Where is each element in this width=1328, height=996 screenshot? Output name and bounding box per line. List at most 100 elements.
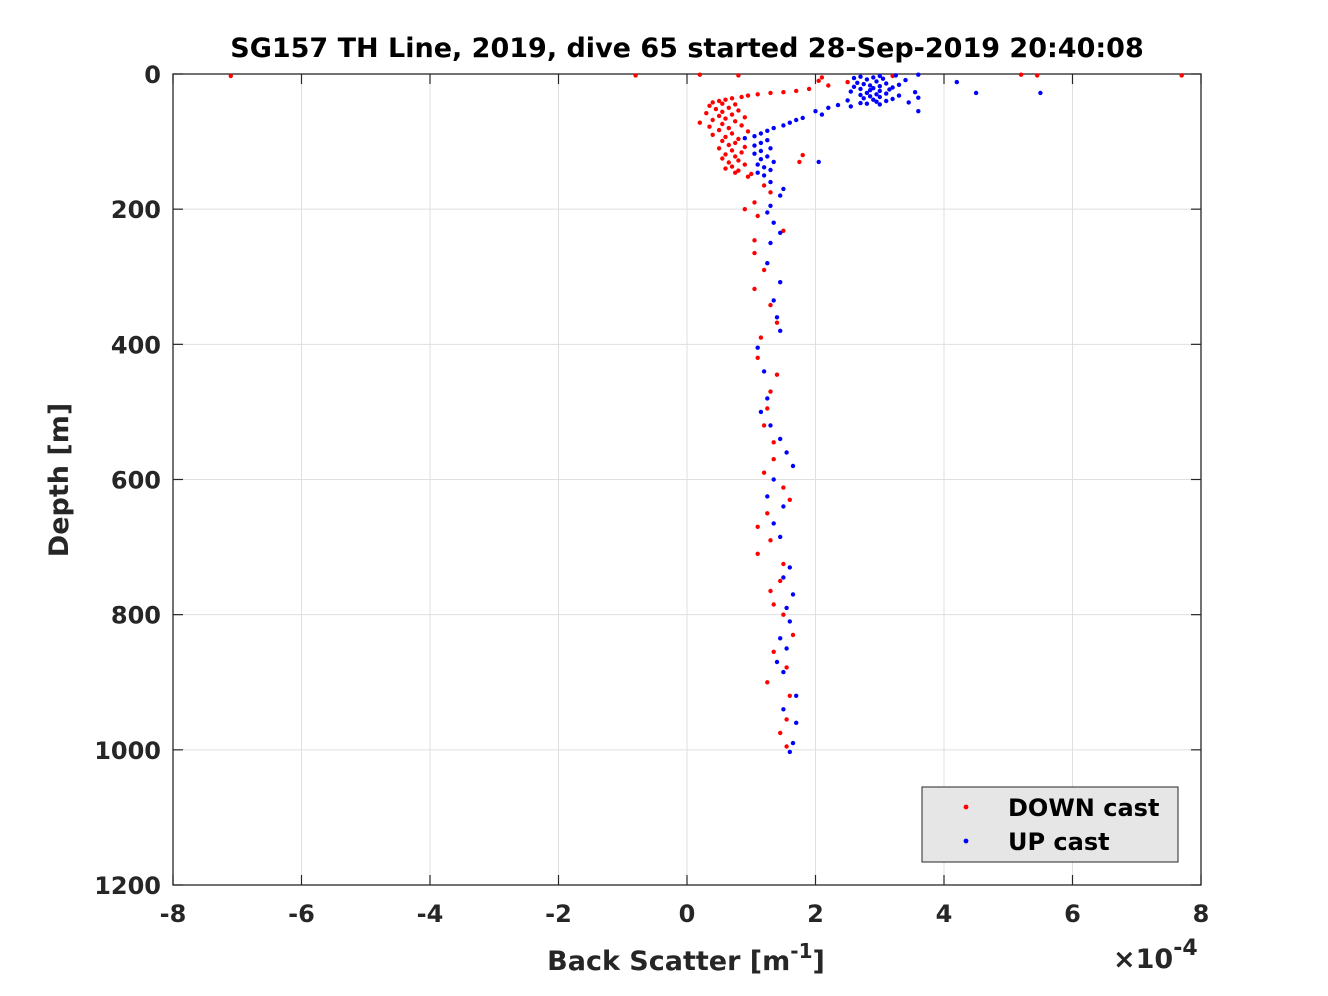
down-cast-point	[745, 174, 751, 179]
down-cast-point	[797, 159, 802, 165]
up-cast-point	[916, 72, 921, 77]
down-cast-point	[765, 406, 770, 411]
down-cast-point	[720, 101, 725, 106]
down-cast-point	[729, 112, 735, 117]
down-cast-point	[723, 166, 728, 171]
down-cast-point	[729, 148, 735, 153]
down-cast-point	[761, 470, 767, 475]
down-cast-point	[771, 602, 776, 607]
down-cast-point	[784, 744, 789, 749]
down-cast-point	[726, 142, 731, 148]
down-cast-point	[761, 183, 767, 188]
up-cast-point	[761, 173, 767, 178]
up-cast-point	[771, 220, 776, 225]
up-cast-point	[742, 136, 747, 141]
up-cast-point	[794, 720, 799, 725]
down-cast-point	[755, 355, 760, 360]
down-cast-point	[729, 164, 735, 169]
up-cast-point	[800, 115, 805, 121]
down-cast-point	[710, 117, 715, 123]
up-cast-point	[787, 749, 792, 755]
x-axis-label-main: Back Scatter [m	[547, 946, 790, 977]
down-cast-point	[778, 730, 783, 736]
up-cast-point	[781, 575, 786, 580]
down-cast-point	[768, 190, 773, 195]
down-cast-point	[745, 93, 751, 98]
x-tick-label: 2	[807, 900, 824, 928]
down-cast-point	[752, 286, 757, 292]
up-cast-point	[884, 81, 889, 86]
down-cast-point	[739, 150, 744, 155]
up-cast-point	[765, 494, 770, 499]
up-cast-point	[916, 109, 921, 114]
up-cast-point	[877, 73, 882, 79]
x-axis-label: Back Scatter [m-1]	[547, 939, 825, 977]
down-cast-point	[749, 171, 754, 177]
up-cast-point	[871, 97, 876, 102]
x-axis-label-superscript: -1	[790, 939, 812, 963]
down-cast-point	[784, 665, 789, 670]
down-cast-point	[845, 79, 850, 85]
up-cast-point	[765, 154, 770, 159]
down-cast-point	[742, 162, 747, 167]
up-cast-point	[752, 143, 757, 148]
up-cast-point	[778, 280, 783, 285]
y-tick-label: 800	[111, 602, 161, 630]
down-cast-point	[752, 238, 757, 243]
down-cast-point	[707, 103, 712, 109]
up-cast-point	[906, 100, 911, 105]
down-cast-point	[716, 146, 722, 151]
down-cast-point	[729, 96, 735, 101]
up-cast-point	[858, 86, 863, 92]
down-cast-point	[781, 612, 786, 617]
up-cast-point	[781, 707, 786, 712]
up-cast-point	[781, 669, 786, 675]
up-cast-series	[742, 72, 1043, 755]
down-cast-point	[733, 102, 738, 107]
x-tick-label: 8	[1193, 900, 1210, 928]
down-cast-point	[716, 98, 722, 104]
down-cast-point	[723, 134, 728, 140]
up-cast-point	[858, 92, 863, 98]
up-cast-point	[877, 102, 882, 107]
down-cast-point	[752, 250, 757, 256]
down-cast-point	[787, 497, 792, 502]
down-cast-point	[755, 551, 760, 556]
down-cast-point	[781, 228, 786, 233]
y-axis-label: Depth [m]	[44, 403, 75, 557]
up-cast-point	[858, 74, 863, 79]
down-cast-point	[720, 138, 725, 144]
down-cast-point	[806, 86, 812, 92]
y-tick-label: 1200	[94, 872, 161, 900]
up-cast-point	[877, 84, 882, 89]
up-cast-point	[771, 477, 776, 482]
up-cast-point	[877, 88, 882, 94]
down-cast-point	[781, 485, 786, 490]
up-cast-point	[903, 77, 908, 83]
plot-frame	[172, 73, 1202, 886]
up-cast-point	[781, 123, 786, 128]
legend: DOWN cast UP cast	[921, 786, 1179, 863]
up-cast-point	[781, 186, 786, 192]
down-cast-point	[800, 152, 805, 158]
down-cast-point	[816, 78, 821, 84]
up-cast-point	[778, 636, 783, 641]
down-cast-point	[765, 680, 770, 685]
down-cast-point	[697, 72, 702, 77]
up-cast-point	[758, 140, 764, 146]
down-cast-point	[768, 302, 773, 308]
up-cast-point	[771, 521, 776, 526]
down-cast-point	[739, 123, 744, 128]
up-cast-point	[864, 77, 870, 82]
down-cast-point	[781, 90, 786, 95]
up-cast-point	[794, 693, 799, 698]
up-cast-point	[790, 740, 796, 746]
up-cast-point	[771, 298, 776, 303]
down-cast-point	[736, 108, 741, 113]
up-cast-point	[884, 91, 889, 96]
up-cast-point	[755, 170, 760, 175]
y-tick-label: 400	[111, 331, 161, 359]
down-cast-point	[729, 131, 735, 136]
down-cast-point	[720, 121, 725, 127]
down-cast-point	[228, 73, 233, 79]
